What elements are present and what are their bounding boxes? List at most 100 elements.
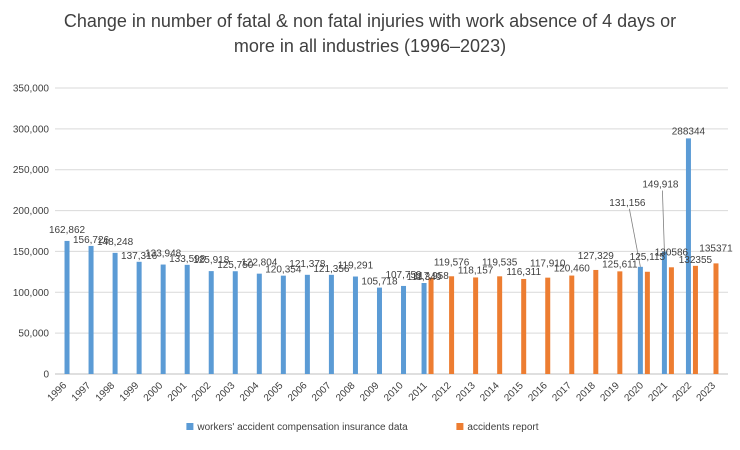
data-label: 162,862 [49,225,86,236]
x-tick-label: 1998 [94,380,118,404]
bar-report-2021 [668,267,674,374]
x-tick-label: 2017 [550,380,574,404]
data-label: 288344 [672,126,706,137]
x-tick-label: 2010 [382,380,406,404]
data-label: 121,378 [289,259,326,270]
y-tick-label: 350,000 [13,84,50,95]
bar-insurance-2007 [328,274,334,374]
bar-insurance-2008 [352,276,358,374]
x-tick-label: 2014 [478,380,502,404]
bar-insurance-2002 [208,271,214,374]
x-tick-label: 2011 [407,380,430,403]
data-label: 130586 [655,247,689,258]
data-label: 133,948 [145,249,182,260]
bar-report-2014 [497,276,503,374]
legend-label: accidents report [467,422,538,433]
x-tick-label: 1997 [70,380,94,404]
x-tick-label: 2015 [502,380,526,404]
data-label: 125,750 [217,260,254,271]
data-label: 135371 [699,243,733,254]
x-tick-label: 2013 [454,380,478,404]
x-tick-label: 2008 [334,380,358,404]
bar-insurance-2003 [232,271,238,374]
x-tick-label: 2007 [310,380,334,404]
data-label: 117,958 [413,271,449,282]
x-tick-label: 2005 [262,380,286,404]
bar-report-2022 [692,265,698,374]
x-tick-label: 2021 [647,380,671,404]
data-label: 120,354 [265,265,302,276]
gridlines [55,87,728,375]
x-tick-label: 2004 [238,380,262,404]
bar-insurance-1999 [136,261,142,374]
data-label: 117,910 [530,259,566,270]
data-label: 148,248 [97,237,134,248]
x-tick-label: 2023 [695,380,719,404]
legend: workers' accident compensation insurance… [186,422,539,433]
data-label: 119,291 [338,261,374,272]
data-label: 121,356 [313,264,350,275]
y-tick-label: 200,000 [13,206,50,217]
bar-report-2012 [449,276,455,374]
bar-insurance-2005 [280,275,286,374]
x-tick-label: 1996 [46,380,70,404]
x-tick-label: 2003 [214,380,238,404]
x-tick-label: 2006 [286,380,310,404]
bar-insurance-2010 [401,285,407,374]
bar-report-2015 [521,278,527,374]
data-label: 120,460 [554,264,591,275]
bar-insurance-2021 [661,251,667,374]
x-tick-label: 2001 [166,380,190,404]
bar-report-2018 [593,269,599,374]
data-label: 133,598 [169,254,206,265]
x-tick-label: 2002 [190,380,214,404]
x-tick-label: 2012 [430,380,454,404]
chart-title-line-2: more in all industries (1996–2023) [234,36,506,56]
x-tick-label: 2020 [622,380,646,404]
data-label: 119,576 [434,257,470,268]
bar-report-2023 [713,263,719,374]
bar-report-2017 [569,275,575,374]
x-tick-label: 2019 [598,380,622,404]
bars [64,138,719,374]
y-tick-label: 100,000 [13,288,50,299]
data-label: 116,311 [506,267,541,278]
data-label: 131,156 [609,198,646,209]
y-axis: 0 50,000 100,000 150,000 200,000 250,000 300,0… [13,84,50,381]
x-axis: 1996 1997 1998 1999 2000 2001 2002 2003 2004 2005… [46,380,719,404]
data-label: 156,726 [73,235,110,246]
x-tick-label: 2000 [142,380,166,404]
bar-insurance-1997 [88,245,94,374]
y-tick-label: 0 [43,370,49,381]
data-label: 125,115 [630,252,666,263]
x-tick-label: 2018 [574,380,598,404]
bar-insurance-2004 [256,273,262,374]
legend-label: workers' accident compensation insurance… [196,422,408,433]
bar-report-2011 [428,277,434,374]
leader-line [628,208,641,267]
bar-report-2020 [644,271,650,374]
data-label: 122,804 [241,258,278,269]
x-tick-label: 2009 [358,380,382,404]
x-tick-label: 2016 [526,380,550,404]
bar-report-2019 [617,271,623,374]
data-label: 118,157 [458,265,494,276]
data-label: 127,329 [578,251,615,262]
bar-insurance-2000 [160,264,166,374]
legend-swatch [456,423,464,430]
data-label: 132355 [679,255,713,266]
y-tick-label: 300,000 [13,124,50,135]
leader-line [662,190,665,252]
data-label: 125,918 [193,255,230,266]
legend-swatch [186,423,194,430]
data-label: 125,611 [602,259,638,270]
data-label: 107,759 [385,270,422,281]
bar-insurance-2022 [685,138,691,374]
bar-report-2013 [473,277,479,374]
bar-report-2016 [545,277,551,374]
data-label: 149,918 [642,179,679,190]
bar-insurance-1996 [64,240,70,374]
leader-lines [628,190,665,267]
